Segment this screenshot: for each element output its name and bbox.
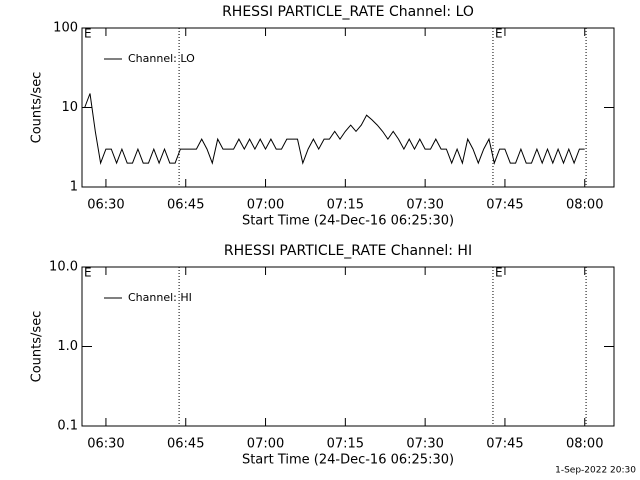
y-tick-label: 1.0 bbox=[57, 339, 78, 354]
y-tick-label: 1 bbox=[70, 180, 78, 195]
x-tick-label: 07:30 bbox=[406, 437, 443, 452]
x-tick-label: 06:30 bbox=[87, 198, 124, 213]
chart-title: RHESSI PARTICLE_RATE Channel: HI bbox=[224, 243, 472, 259]
x-tick-label: 07:00 bbox=[247, 198, 284, 213]
chart-title: RHESSI PARTICLE_RATE Channel: LO bbox=[222, 4, 474, 20]
y-tick-label: 0.1 bbox=[57, 419, 78, 434]
legend-label: Channel: LO bbox=[128, 52, 195, 65]
x-tick-label: 06:45 bbox=[167, 437, 204, 452]
legend-label: Channel: HI bbox=[128, 291, 192, 304]
event-label: E bbox=[84, 27, 92, 41]
y-axis-label: Counts/sec bbox=[30, 311, 45, 383]
x-axis-label: Start Time (24-Dec-16 06:25:30) bbox=[242, 214, 454, 229]
y-tick-label: 100 bbox=[53, 21, 78, 36]
x-tick-label: 07:45 bbox=[486, 437, 523, 452]
event-label: E bbox=[84, 266, 92, 280]
event-label: E bbox=[495, 27, 503, 41]
y-axis-label: Counts/sec bbox=[30, 72, 45, 144]
x-tick-label: 07:15 bbox=[327, 198, 364, 213]
y-tick-label: 10 bbox=[61, 100, 78, 115]
data-line bbox=[84, 93, 585, 166]
x-tick-label: 07:45 bbox=[486, 198, 523, 213]
x-tick-label: 08:00 bbox=[566, 198, 603, 213]
x-tick-label: 06:30 bbox=[87, 437, 124, 452]
footer: 1-Sep-2022 20:30 bbox=[555, 466, 636, 476]
event-label: E bbox=[495, 266, 503, 280]
x-tick-label: 07:30 bbox=[406, 198, 443, 213]
x-axis-label: Start Time (24-Dec-16 06:25:30) bbox=[242, 453, 454, 468]
x-tick-label: 07:15 bbox=[327, 437, 364, 452]
x-tick-label: 08:00 bbox=[566, 437, 603, 452]
x-tick-label: 07:00 bbox=[247, 437, 284, 452]
y-tick-label: 10.0 bbox=[49, 260, 78, 275]
x-tick-label: 06:45 bbox=[167, 198, 204, 213]
